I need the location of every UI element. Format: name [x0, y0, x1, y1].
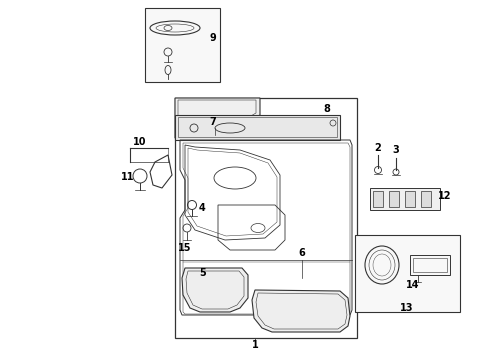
- Text: 14: 14: [406, 280, 420, 290]
- Polygon shape: [389, 191, 399, 207]
- Text: 12: 12: [438, 191, 452, 201]
- Text: 2: 2: [375, 143, 381, 153]
- Text: 7: 7: [210, 117, 217, 127]
- Polygon shape: [405, 191, 415, 207]
- Polygon shape: [175, 115, 340, 140]
- Text: 3: 3: [392, 145, 399, 155]
- Polygon shape: [421, 191, 431, 207]
- Text: 5: 5: [199, 268, 206, 278]
- Polygon shape: [182, 268, 248, 312]
- Text: 1: 1: [252, 340, 258, 350]
- Bar: [145, 8, 220, 82]
- Text: 13: 13: [400, 303, 414, 313]
- Text: 8: 8: [323, 104, 330, 114]
- Text: 4: 4: [198, 203, 205, 213]
- Text: 10: 10: [133, 137, 147, 147]
- Text: 11: 11: [121, 172, 135, 182]
- Polygon shape: [373, 191, 383, 207]
- Polygon shape: [370, 188, 440, 210]
- Text: 6: 6: [298, 248, 305, 258]
- Polygon shape: [252, 290, 350, 332]
- Text: 9: 9: [210, 33, 217, 43]
- Polygon shape: [175, 98, 260, 138]
- Bar: [355, 235, 460, 312]
- Text: 15: 15: [178, 243, 192, 253]
